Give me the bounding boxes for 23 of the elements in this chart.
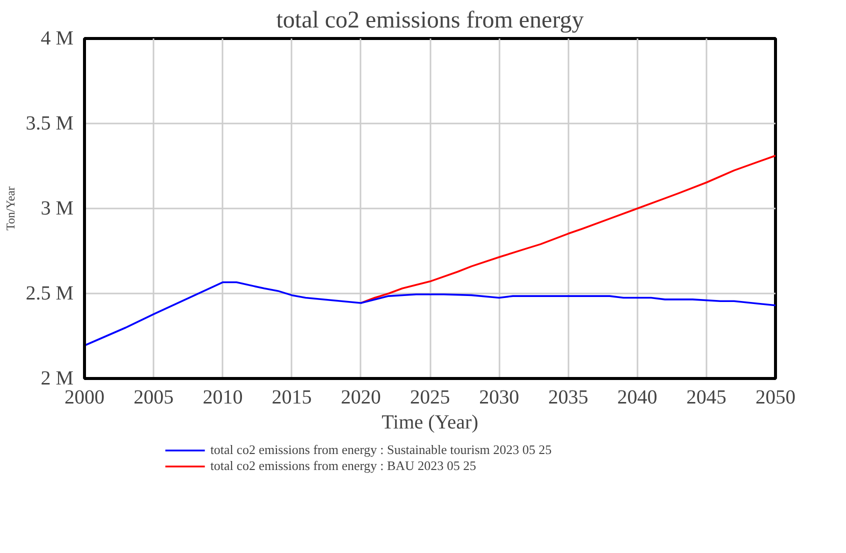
y-tick-label: 3 M [40, 198, 74, 220]
line-series [360, 154, 776, 304]
legend-label: total co2 emissions from energy : Sustainable tourism 2023 05 25 [210, 442, 552, 458]
x-tick-label: 2025 [410, 386, 450, 408]
x-tick-label: 2010 [202, 386, 243, 408]
legend-label: total co2 emissions from energy : BAU 2023 05 25 [210, 458, 476, 474]
x-tick-label: 2050 [756, 386, 796, 408]
x-tick-label: 2035 [548, 386, 588, 408]
x-tick-label: 2045 [686, 386, 726, 408]
x-tick-label: 2020 [340, 386, 381, 408]
y-axis-title: Ton/Year [4, 186, 18, 230]
chart-title: total co2 emissions from energy [276, 8, 584, 34]
y-tick-label: 2 M [40, 368, 74, 390]
y-tick-label: 2.5 M [26, 282, 74, 304]
y-tick-label: 4 M [40, 28, 74, 50]
x-axis-title: Time (Year) [382, 412, 478, 434]
x-tick-label: 2005 [134, 386, 174, 408]
line-series [84, 281, 776, 346]
x-tick-label: 2040 [617, 386, 658, 408]
x-tick-label: 2000 [64, 386, 104, 408]
y-tick-label: 3.5 M [26, 112, 74, 134]
x-tick-label: 2030 [479, 386, 520, 408]
x-tick-label: 2015 [272, 386, 312, 408]
